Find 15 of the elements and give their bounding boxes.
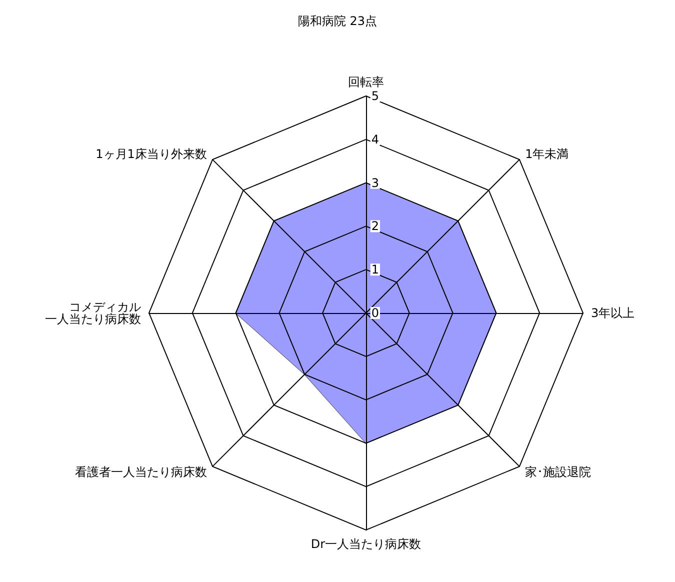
spoke-label: 回転率 (348, 75, 384, 89)
spoke-label: Dr一人当たり病床数 (310, 537, 422, 551)
y-tick-label: 0 (371, 306, 379, 320)
y-tick-label: 3 (371, 176, 379, 190)
chart-title: 陽和病院 23点 (298, 14, 378, 28)
y-tick-label: 2 (371, 219, 379, 234)
spoke-label: 1年未満 (525, 146, 569, 161)
spoke-label: コメディカル一人当たり病床数 (45, 300, 141, 326)
y-tick-label: 4 (371, 132, 379, 146)
y-tick-label: 1 (371, 262, 379, 277)
spoke-label: 家･施設退院 (525, 465, 592, 480)
spoke-label: 看護者一人当たり病床数 (74, 465, 207, 480)
spoke-label: 1ヶ月1床当り外来数 (96, 146, 207, 161)
spoke-label: 3年以上 (591, 306, 635, 320)
y-tick-label: 5 (371, 89, 379, 103)
